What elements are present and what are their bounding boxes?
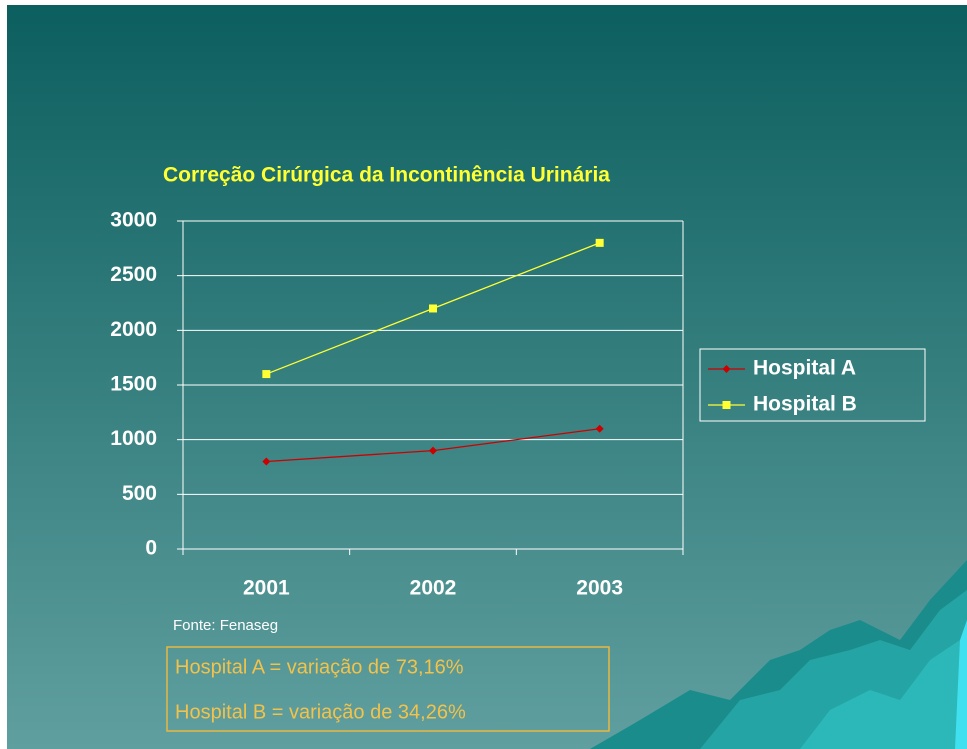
legend-box xyxy=(699,348,926,422)
y-tick-label: 3000 xyxy=(110,209,157,232)
mountain-decoration xyxy=(590,560,967,749)
x-tick-label: 2001 xyxy=(243,577,290,600)
data-point xyxy=(262,457,271,466)
y-tick-label: 2000 xyxy=(110,318,157,341)
data-point xyxy=(595,238,604,247)
legend-marker xyxy=(722,365,731,373)
chart-title: Correção Cirúrgica da Incontinência Urin… xyxy=(163,164,610,187)
data-point xyxy=(429,304,437,313)
y-tick-label: 0 xyxy=(145,537,157,560)
legend-label: Hospital A xyxy=(753,357,856,380)
legend-label: Hospital B xyxy=(753,393,857,416)
note: Hospital B = variação de 34,26% xyxy=(175,701,466,723)
data-point xyxy=(429,446,437,455)
data-point xyxy=(595,424,604,433)
background xyxy=(7,5,967,749)
x-tick-label: 2002 xyxy=(410,577,457,600)
note-box xyxy=(166,646,610,732)
x-tick-label: 2003 xyxy=(576,577,623,600)
source: Fonte: Fenaseg xyxy=(173,617,278,634)
legend-marker xyxy=(722,401,731,409)
y-tick-label: 500 xyxy=(122,482,157,505)
note: Hospital A = variação de 73,16% xyxy=(175,656,464,678)
y-tick-label: 1000 xyxy=(110,427,157,450)
y-tick-label: 1500 xyxy=(110,373,157,396)
data-point xyxy=(262,370,271,379)
y-tick-label: 2500 xyxy=(110,263,157,286)
